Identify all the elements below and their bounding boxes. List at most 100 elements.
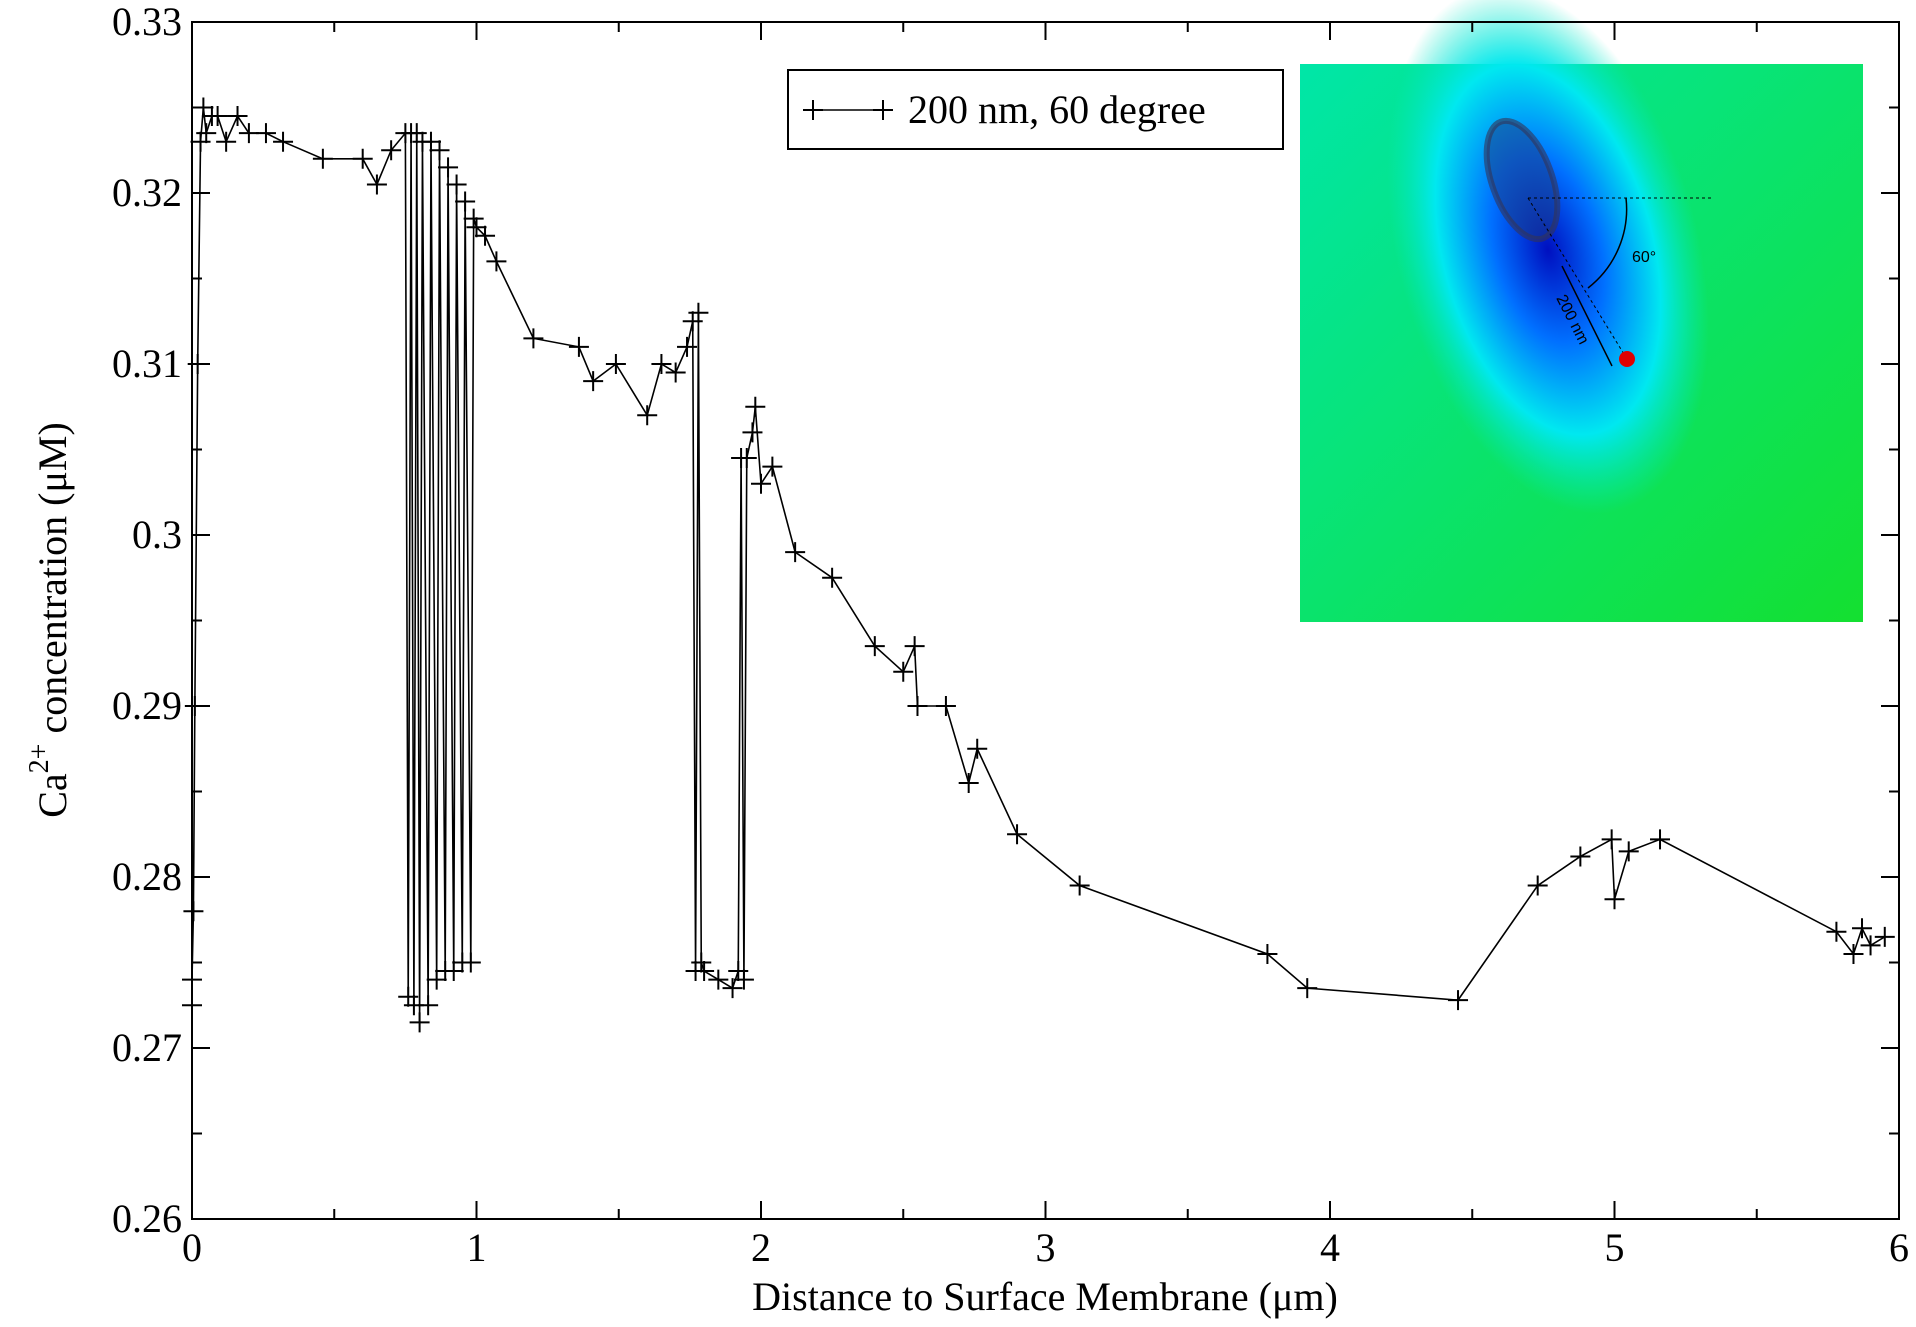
legend-label: 200 nm, 60 degree xyxy=(908,87,1206,132)
data-point xyxy=(1618,841,1639,862)
data-point xyxy=(523,328,544,349)
data-point xyxy=(255,123,276,144)
data-point xyxy=(193,97,214,118)
data-point xyxy=(455,191,476,212)
x-axis-label: Distance to Surface Membrane (μm) xyxy=(752,1274,1338,1319)
y-label-sup: 2+ xyxy=(24,744,55,774)
data-point xyxy=(728,961,749,982)
y-axis-label: Ca2+ concentration (μM) xyxy=(24,422,75,818)
x-tick-label: 3 xyxy=(1036,1225,1056,1270)
data-point xyxy=(1843,943,1864,964)
data-point xyxy=(682,311,703,332)
data-point xyxy=(691,952,712,973)
data-point xyxy=(583,371,604,392)
y-tick-label: 0.3 xyxy=(132,512,182,557)
data-point xyxy=(443,961,464,982)
data-point xyxy=(651,354,672,374)
data-point xyxy=(637,405,658,426)
data-point xyxy=(183,901,204,922)
data-point xyxy=(460,952,481,973)
data-point xyxy=(785,542,806,563)
y-tick-label: 0.32 xyxy=(112,170,182,215)
data-point xyxy=(1257,943,1278,964)
y-tick-label: 0.31 xyxy=(112,341,182,386)
data-point xyxy=(366,174,387,195)
data-point xyxy=(935,696,956,716)
data-point xyxy=(745,396,766,417)
data-point xyxy=(406,123,427,144)
data-point xyxy=(1860,935,1881,956)
y-tick-label: 0.29 xyxy=(112,683,182,728)
inset-angle: 60° xyxy=(1632,249,1656,266)
data-point xyxy=(568,336,589,357)
data-point xyxy=(446,174,467,195)
data-point xyxy=(190,131,211,152)
data-point xyxy=(409,1012,430,1033)
data-point xyxy=(733,969,754,990)
data-point xyxy=(694,961,715,982)
data-point xyxy=(1297,978,1318,999)
data-point xyxy=(184,696,205,716)
data-point xyxy=(216,131,237,152)
x-tick-label: 2 xyxy=(751,1225,771,1270)
data-point xyxy=(398,986,419,1007)
data-point xyxy=(182,969,202,990)
data-point xyxy=(182,995,202,1016)
data-point xyxy=(967,738,988,759)
x-tick-label: 5 xyxy=(1605,1225,1625,1270)
data-point xyxy=(429,140,450,161)
data-point xyxy=(1601,829,1622,850)
data-point xyxy=(1826,921,1847,942)
data-point xyxy=(1007,824,1028,845)
y-tick-label: 0.27 xyxy=(112,1025,182,1070)
data-point xyxy=(762,456,783,477)
data-point xyxy=(1604,889,1625,910)
x-tick-label: 0 xyxy=(182,1225,202,1270)
data-point xyxy=(864,636,885,657)
x-tick-label: 1 xyxy=(467,1225,487,1270)
data-point xyxy=(273,131,294,152)
data-point xyxy=(665,362,686,383)
legend-marker xyxy=(803,100,893,120)
data-point xyxy=(751,473,771,494)
data-point xyxy=(1527,875,1548,896)
y-label-part: Ca xyxy=(30,773,75,818)
data-point xyxy=(722,978,743,999)
data-point xyxy=(958,772,979,793)
y-label-part: concentration (μM) xyxy=(30,422,75,743)
data-point xyxy=(238,123,259,144)
data-point xyxy=(742,422,763,443)
inset-image: 60° 200 nm xyxy=(1300,0,1863,622)
data-point xyxy=(466,217,487,238)
data-point xyxy=(1874,926,1895,947)
data-point xyxy=(381,140,402,161)
x-tick-label: 4 xyxy=(1320,1225,1340,1270)
data-point xyxy=(907,696,928,716)
data-point xyxy=(1650,829,1671,850)
data-point xyxy=(677,336,698,357)
data-point xyxy=(227,106,248,127)
y-tick-label: 0.33 xyxy=(112,0,182,44)
y-tick-label: 0.28 xyxy=(112,854,182,899)
data-point xyxy=(420,131,441,152)
data-point xyxy=(486,251,507,272)
data-point xyxy=(1448,990,1469,1011)
data-point xyxy=(312,148,333,169)
data-point xyxy=(475,225,496,246)
data-point xyxy=(1852,918,1873,939)
data-point xyxy=(822,567,843,588)
data-point xyxy=(352,148,373,169)
data-point xyxy=(438,157,459,178)
data-point xyxy=(187,354,208,374)
data-point xyxy=(207,106,228,127)
data-point xyxy=(1069,875,1090,896)
data-point xyxy=(904,636,925,657)
data-point xyxy=(893,661,914,682)
data-point xyxy=(688,302,709,323)
y-tick-label: 0.26 xyxy=(112,1196,182,1241)
data-point xyxy=(463,208,484,229)
data-point xyxy=(736,448,757,469)
data-point xyxy=(605,354,626,374)
data-point xyxy=(426,969,447,990)
